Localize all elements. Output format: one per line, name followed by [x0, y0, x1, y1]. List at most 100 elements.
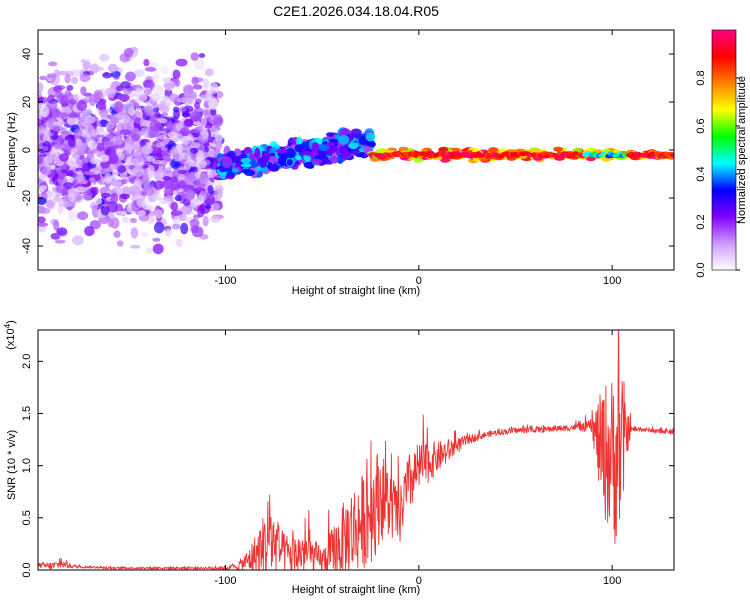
spectrogram-cell [163, 195, 175, 202]
spectrogram-cell [55, 185, 67, 194]
spectrogram-cell [254, 147, 261, 159]
spectrogram-cell [336, 155, 344, 164]
spectrogram-cell [66, 85, 74, 91]
spectrogram-cell [164, 120, 173, 126]
spectrogram-cell [119, 129, 132, 136]
spectrogram-cell [196, 194, 205, 205]
spectrogram-cell [167, 131, 179, 138]
snr-y-tick-label: 1.0 [21, 458, 33, 473]
spectrogram-cell [192, 120, 202, 126]
spectrogram-cell [120, 193, 131, 199]
spectrogram-cell [209, 215, 221, 223]
spectrogram-cell [95, 66, 105, 72]
spectrogram-cell [74, 174, 86, 185]
spectrogram-cell [102, 72, 113, 79]
snr-frame [37, 329, 675, 571]
spectrogram-cell [68, 210, 79, 221]
spectrogram-cell [200, 117, 208, 127]
spectrogram-cell [40, 167, 52, 176]
spectrogram-cell [38, 222, 49, 227]
spectrogram-cell [60, 130, 72, 136]
spectrogram-panel: -100 0 100 -40 -20 0 20 40 Height of straight … [6, 29, 675, 297]
snr-y-tick-label: 0.5 [21, 510, 33, 525]
spectrogram-cell [203, 110, 211, 120]
spectrogram-cell [47, 94, 55, 104]
snr-scale-label: (x104) [3, 320, 17, 350]
spectrogram-y-tick-label: 40 [21, 48, 33, 60]
spectrogram-cell [121, 216, 130, 223]
spectrogram-cell [67, 113, 78, 119]
spectrogram-cell [212, 181, 223, 187]
spectrogram-cell [65, 158, 78, 167]
spectrogram-cell [147, 62, 159, 67]
spectrogram-cell [107, 218, 114, 228]
spectrogram-cell [152, 72, 160, 84]
spectrogram-cell [174, 78, 181, 88]
spectrogram-cell [60, 112, 68, 118]
spectrogram-cell [194, 101, 200, 110]
spectrogram-cell [146, 155, 155, 162]
spectrogram-cell [66, 170, 75, 177]
spectrogram-cell [67, 136, 76, 148]
spectrogram-cell [120, 178, 128, 185]
spectrogram-cell [180, 222, 189, 235]
spectrogram-cell [170, 210, 183, 216]
spectrogram-y-tick-label: 20 [21, 96, 33, 108]
spectrogram-cell [329, 155, 339, 164]
spectrogram-cell [138, 145, 151, 157]
spectrogram-cell [99, 154, 110, 163]
spectrogram-cell [198, 53, 206, 58]
spectrogram-cell [213, 116, 224, 127]
spectrogram-cell [135, 87, 143, 93]
spectrogram-cell [226, 170, 233, 176]
spectrogram-cell [149, 211, 156, 224]
spectrogram-cell [189, 167, 199, 173]
spectrogram-cell [190, 225, 200, 233]
colorbar-ticks: 0.0 0.2 0.4 0.6 0.8 [695, 70, 740, 278]
spectrogram-cell [59, 153, 69, 162]
spectrogram-cell [177, 169, 187, 175]
spectrogram-cell [152, 160, 164, 165]
spectrogram-y-ticks: -40 -20 0 20 40 [21, 48, 674, 254]
spectrogram-cell [87, 140, 98, 150]
spectrogram-cell [158, 104, 168, 109]
spectrogram-cell [209, 126, 217, 133]
spectrogram-cell [38, 90, 43, 99]
spectrogram-cell [154, 221, 165, 234]
spectrogram-cell [143, 58, 150, 67]
spectrogram-cell [38, 197, 47, 205]
figure-title: C2E1.2026.034.18.04.R05 [273, 3, 439, 19]
snr-panel: -100 0 100 0.0 0.5 1.0 1.5 2.0 Height of strai… [3, 320, 675, 596]
spectrogram-cell [294, 144, 304, 153]
spectrogram-cell [440, 157, 451, 163]
spectrogram-cell [38, 156, 44, 165]
colorbar-tick-label: 0.0 [695, 262, 707, 277]
spectrogram-cell [110, 192, 119, 205]
spectrogram-cell [183, 118, 194, 128]
spectrogram-cell [57, 171, 66, 180]
spectrogram-cell [68, 99, 77, 105]
spectrogram-cell [53, 85, 63, 93]
spectrogram-cell [108, 63, 118, 73]
spectrogram-cell [130, 244, 141, 249]
spectrogram-cell [172, 167, 180, 179]
spectrogram-cell [182, 111, 190, 118]
spectrogram-cell [180, 127, 189, 132]
spectrogram-cell [43, 155, 54, 164]
spectrogram-cell [46, 73, 57, 79]
snr-y-tick-label: 1.5 [21, 406, 33, 421]
spectrogram-cell [39, 207, 51, 215]
spectrogram-cell [75, 158, 83, 166]
spectrogram-cell [113, 75, 120, 80]
spectrogram-cell [275, 148, 288, 154]
spectrogram-cell [38, 225, 47, 233]
spectrogram-cell [82, 61, 91, 70]
spectrogram-cell [154, 152, 163, 163]
spectrogram-cell [53, 139, 61, 150]
spectrogram-cell [147, 164, 155, 176]
spectrogram-cell [243, 169, 256, 176]
spectrogram-cell [99, 53, 110, 62]
spectrogram-cell [152, 84, 165, 96]
spectrogram-cell [171, 146, 178, 155]
spectrogram-cell [113, 101, 124, 113]
